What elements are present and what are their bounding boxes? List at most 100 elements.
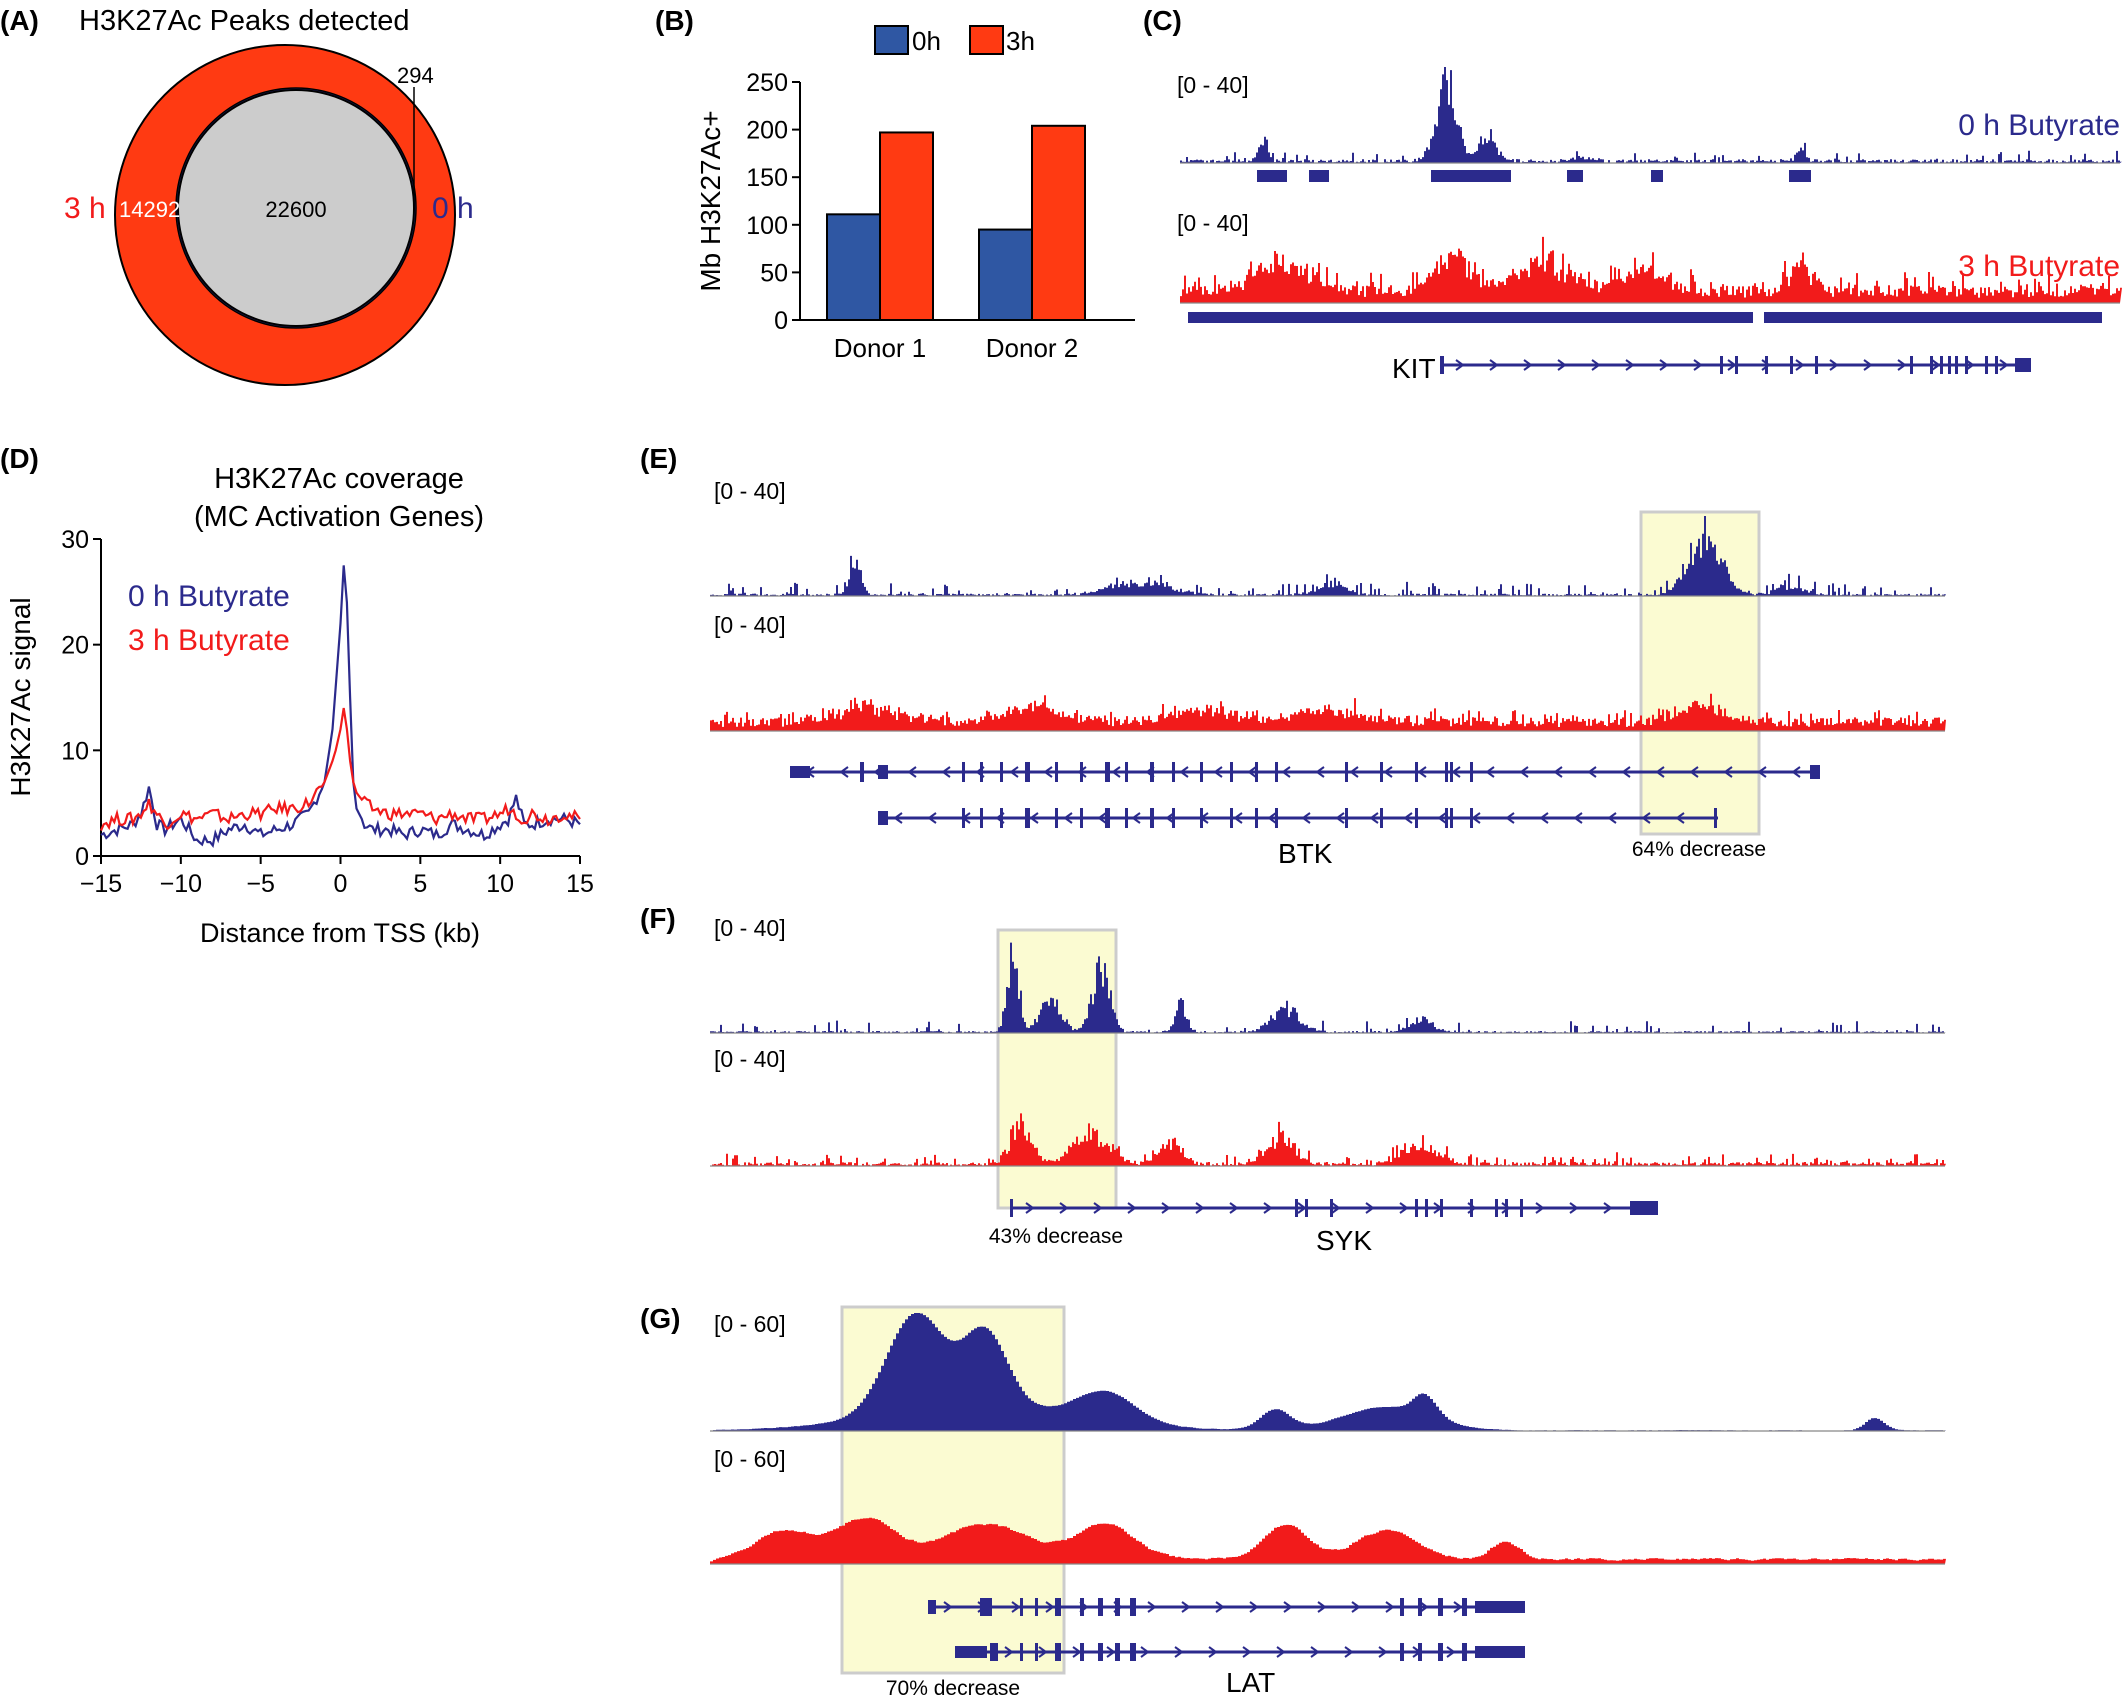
panel-c: (C) [0 - 40] 0 h Butyrate [0 - 40] 3 h B… xyxy=(1143,5,2122,384)
kit-0h-peak-call xyxy=(1567,170,1583,182)
lat-transcript-1-strand-arrow xyxy=(1453,1601,1463,1613)
legend-label-0h: 0h xyxy=(912,26,941,56)
decrease-note-syk: 43% decrease xyxy=(989,1225,1123,1248)
btk-transcript-1-strand-arrow xyxy=(1519,766,1529,778)
panel-a-title: H3K27Ac Peaks detected xyxy=(79,5,409,37)
gene-label-lat: LAT xyxy=(1226,1667,1275,1698)
kit-strand-arrow xyxy=(1659,359,1669,371)
lat-transcript-2-strand-arrow xyxy=(1276,1646,1286,1658)
track-range-f2: [0 - 40] xyxy=(714,1046,786,1072)
btk-transcript-1-strand-arrow xyxy=(1111,766,1121,778)
btk-transcript-2-exon xyxy=(1000,808,1003,828)
kit-strand-arrow xyxy=(1489,359,1499,371)
lat-transcript-1-exon xyxy=(1080,1598,1084,1616)
legend-label-3h: 3h xyxy=(1006,26,1035,56)
kit-strand-arrow xyxy=(1863,359,1873,371)
lat-transcript-2-strand-arrow xyxy=(1242,1646,1252,1658)
y-tick-label: 20 xyxy=(61,632,89,660)
kit-exon xyxy=(1940,356,1943,374)
kit-exon xyxy=(1965,356,1968,374)
kit-strand-arrow xyxy=(1829,359,1839,371)
lat-transcript-2-strand-arrow xyxy=(1140,1646,1150,1658)
lat-transcript-1-exon xyxy=(980,1598,992,1616)
btk-transcript-1-strand-arrow xyxy=(1485,766,1495,778)
lat-transcript-1-strand-arrow xyxy=(1215,1601,1225,1613)
kit-exon xyxy=(1735,356,1738,374)
btk-transcript-2-strand-arrow xyxy=(1165,812,1175,824)
btk-transcript-2-strand-arrow xyxy=(1097,812,1107,824)
y-tick-label: 0 xyxy=(774,307,788,335)
kit-strand-arrow xyxy=(1795,359,1805,371)
btk-transcript-1-exon xyxy=(1172,762,1175,782)
track-range-g2: [0 - 60] xyxy=(714,1446,786,1472)
x-tick-label: −15 xyxy=(80,870,122,898)
kit-exon xyxy=(1765,356,1768,374)
kit-strand-arrow xyxy=(1557,359,1567,371)
btk-transcript-2-exon xyxy=(1230,808,1233,828)
syk-exon xyxy=(1010,1199,1013,1217)
kit-tracks xyxy=(1180,67,2122,323)
syk-exon xyxy=(1425,1199,1428,1217)
syk-exon xyxy=(1440,1199,1443,1217)
btk-transcript-1-strand-arrow xyxy=(1417,766,1427,778)
syk-strand-arrow xyxy=(1161,1202,1171,1214)
btk-transcript-1-strand-arrow xyxy=(1043,766,1053,778)
panel-d-title-line1: H3K27Ac coverage xyxy=(214,463,464,495)
kit-exon xyxy=(1985,356,1988,374)
btk-transcript-1-exon xyxy=(1810,765,1820,779)
lat-transcript-1-strand-arrow xyxy=(1317,1601,1327,1613)
btk-transcript-2-strand-arrow xyxy=(1539,812,1549,824)
panel-a: (A) H3K27Ac Peaks detected 3 h 14292 226… xyxy=(0,5,474,386)
syk-strand-arrow xyxy=(1025,1202,1035,1214)
track-range-e2: [0 - 40] xyxy=(714,612,786,638)
lat-transcript-2-strand-arrow xyxy=(1038,1646,1048,1658)
gene-label-syk: SYK xyxy=(1316,1225,1372,1256)
btk-transcript-1-strand-arrow xyxy=(1757,766,1767,778)
syk-strand-arrow xyxy=(1195,1202,1205,1214)
syk-strand-arrow xyxy=(1603,1202,1613,1214)
syk-exon xyxy=(1630,1201,1658,1215)
lat-transcript-2-exon xyxy=(1035,1643,1038,1661)
lat-transcript-2-strand-arrow xyxy=(1446,1646,1456,1658)
btk-transcript-2-exon xyxy=(1714,808,1717,828)
panel-d-letter: (D) xyxy=(0,443,39,474)
btk-transcript-1-strand-arrow xyxy=(1723,766,1733,778)
lat-transcript-1-strand-arrow xyxy=(1249,1601,1259,1613)
btk-transcript-2-strand-arrow xyxy=(1029,812,1039,824)
syk-strand-arrow xyxy=(1093,1202,1103,1214)
bar-0h-donor-1 xyxy=(826,213,881,321)
y-axis-label: Mb H3K27Ac+ xyxy=(695,110,726,291)
x-tick-label: −10 xyxy=(160,870,202,898)
btk-transcript-1-strand-arrow xyxy=(907,766,917,778)
btk-transcript-1-strand-arrow xyxy=(1553,766,1563,778)
y-tick-label: 200 xyxy=(746,117,788,145)
btk-transcript-1-exon xyxy=(1105,762,1110,782)
btk-transcript-2-exon xyxy=(1415,808,1418,828)
syk-strand-arrow xyxy=(1365,1202,1375,1214)
lat-transcript-2-strand-arrow xyxy=(1344,1646,1354,1658)
syk-exon xyxy=(1520,1199,1523,1217)
btk-transcript-2-exon xyxy=(1125,808,1128,828)
venn-label-3h: 3 h xyxy=(64,192,106,225)
btk-transcript-1-exon xyxy=(1230,762,1233,782)
btk-transcript-2-strand-arrow xyxy=(1607,812,1617,824)
y-tick-label: 50 xyxy=(760,259,788,287)
venn-intersection xyxy=(177,89,415,327)
btk-transcript-2-strand-arrow xyxy=(927,812,937,824)
btk-transcript-1-exon xyxy=(1450,762,1453,782)
btk-tracks xyxy=(710,516,1946,732)
panel-b: (B) 0h 3h 0 50 100 150 200 250 Mb H3K27Ac+ Dono… xyxy=(655,5,1135,363)
lat-transcript-1-strand-arrow xyxy=(943,1601,953,1613)
panel-d: (D) H3K27Ac coverage (MC Activation Gene… xyxy=(0,443,594,948)
btk-transcript-1-strand-arrow xyxy=(1689,766,1699,778)
x-tick-label: 0 xyxy=(334,870,348,898)
lat-transcript-1-strand-arrow xyxy=(1147,1601,1157,1613)
btk-transcript-2-strand-arrow xyxy=(1131,812,1141,824)
lat-gene-model xyxy=(928,1598,1525,1661)
x-tick-label: Donor 2 xyxy=(986,333,1079,363)
x-axis-label: Distance from TSS (kb) xyxy=(200,918,480,948)
panel-a-letter: (A) xyxy=(0,5,39,36)
bar-3h-donor-1 xyxy=(879,131,934,321)
btk-transcript-2-exon xyxy=(878,811,888,825)
lat-transcript-1-exon xyxy=(1475,1601,1525,1613)
